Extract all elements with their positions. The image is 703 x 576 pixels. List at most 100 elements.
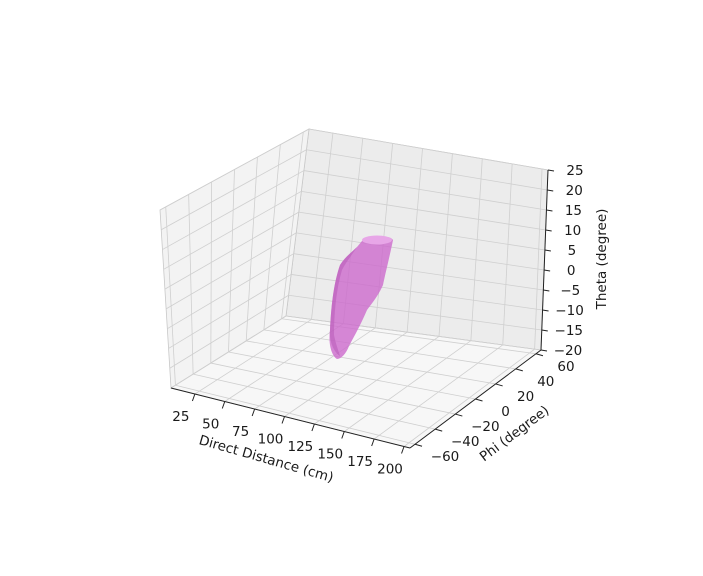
x-tick xyxy=(251,408,256,417)
x-tick xyxy=(371,438,375,447)
z-grid-line xyxy=(301,190,546,231)
x-grid-line xyxy=(406,148,423,333)
x-tick xyxy=(191,393,196,402)
z-tick xyxy=(546,209,553,212)
z-axis-title: Theta (degree) xyxy=(594,209,610,311)
z-grid-line xyxy=(163,190,302,270)
y-tick-label: 40 xyxy=(537,374,554,390)
z-grid-line xyxy=(162,170,305,250)
y-tick-label: 60 xyxy=(557,359,574,375)
y-tick xyxy=(435,428,443,432)
z-grid-line xyxy=(169,294,289,369)
y-grid-line xyxy=(246,340,496,385)
y-tick xyxy=(414,443,423,447)
z-axis-line xyxy=(540,169,549,351)
y-grid-line xyxy=(210,181,212,364)
surface-shading xyxy=(329,247,357,356)
z-tick-label: 0 xyxy=(567,263,576,279)
y-tick-label: −40 xyxy=(451,434,480,450)
y-tick xyxy=(515,368,523,372)
z-grid-line xyxy=(291,274,543,311)
y-tick-label: 20 xyxy=(517,389,534,405)
surface-body xyxy=(329,236,393,359)
y-tick-label: −60 xyxy=(431,449,460,465)
y-grid-line xyxy=(165,206,176,386)
y-grid-line xyxy=(281,318,537,355)
y-grid-line xyxy=(188,194,194,375)
z-grid-line xyxy=(285,315,542,351)
axis-ticks xyxy=(170,169,555,454)
z-grid-line xyxy=(293,253,544,291)
z-tick-label: 25 xyxy=(566,163,583,179)
x-tick xyxy=(401,446,405,454)
z-grid-line xyxy=(159,128,310,211)
z-tick xyxy=(543,289,550,292)
y-tick xyxy=(535,353,544,357)
z-grid-line xyxy=(167,253,294,330)
z-tick-label: 15 xyxy=(565,203,582,219)
y-grid-line xyxy=(193,373,436,430)
z-tick-label: −20 xyxy=(554,343,583,359)
z-grid-line xyxy=(161,149,307,231)
y-tick-label: 0 xyxy=(501,404,510,420)
y-tick-label: −20 xyxy=(471,419,500,435)
y-grid-line xyxy=(210,362,456,415)
grid-lines xyxy=(159,128,549,447)
z-tick xyxy=(544,249,551,252)
y-grid-line xyxy=(245,157,258,341)
z-tick xyxy=(545,229,552,232)
x-grid-line xyxy=(374,143,394,328)
z-grid-line xyxy=(296,232,545,271)
y-grid-line xyxy=(228,351,476,400)
y-tick xyxy=(495,383,503,387)
z-grid-line xyxy=(288,294,542,331)
y-grid-line xyxy=(263,329,516,370)
y-grid-line xyxy=(228,169,235,353)
x-tick-label: 150 xyxy=(317,447,343,463)
z-tick xyxy=(547,189,554,192)
x-axis-line xyxy=(170,387,411,449)
y-axis-line xyxy=(409,349,542,449)
back-pane xyxy=(285,128,549,351)
y-grid-line xyxy=(281,132,304,319)
x-tick-label: 125 xyxy=(288,439,314,455)
x-grid-line xyxy=(311,133,334,320)
z-grid-line xyxy=(168,274,292,349)
surface xyxy=(329,235,393,359)
x-tick xyxy=(341,431,345,439)
surface-top-cap xyxy=(362,235,392,245)
z-grid-line xyxy=(306,149,548,191)
x-tick xyxy=(281,416,285,424)
z-tick-label: −10 xyxy=(555,303,584,319)
x-grid-line xyxy=(502,163,513,345)
z-tick xyxy=(541,329,548,332)
x-tick-label: 75 xyxy=(232,424,249,440)
z-tick xyxy=(544,269,551,272)
x-grid-line xyxy=(438,153,453,337)
x-tick xyxy=(311,423,315,432)
y-tick xyxy=(455,413,463,417)
z-tick-label: 10 xyxy=(564,223,581,239)
x-tick-label: 50 xyxy=(202,417,219,433)
x-tick-label: 25 xyxy=(172,409,189,425)
z-tick-label: −5 xyxy=(560,283,580,299)
x-tick-label: 175 xyxy=(347,454,373,470)
z-grid-line xyxy=(298,211,545,251)
z-grid-line xyxy=(303,170,547,211)
z-tick xyxy=(540,349,548,352)
x-grid-line xyxy=(470,158,483,341)
z-grid-line xyxy=(308,128,549,171)
y-grid-line xyxy=(263,144,281,330)
z-grid-line xyxy=(170,315,287,389)
y-tick xyxy=(475,398,483,402)
z-tick-label: 5 xyxy=(568,243,577,259)
y-grid-line xyxy=(175,384,416,445)
z-tick-label: −15 xyxy=(555,323,584,339)
z-tick xyxy=(547,169,555,172)
x-tick-label: 200 xyxy=(377,462,403,478)
z-tick xyxy=(542,309,549,312)
x-tick-label: 100 xyxy=(258,432,284,448)
x-tick xyxy=(221,401,226,409)
z-grid-line xyxy=(165,232,297,310)
